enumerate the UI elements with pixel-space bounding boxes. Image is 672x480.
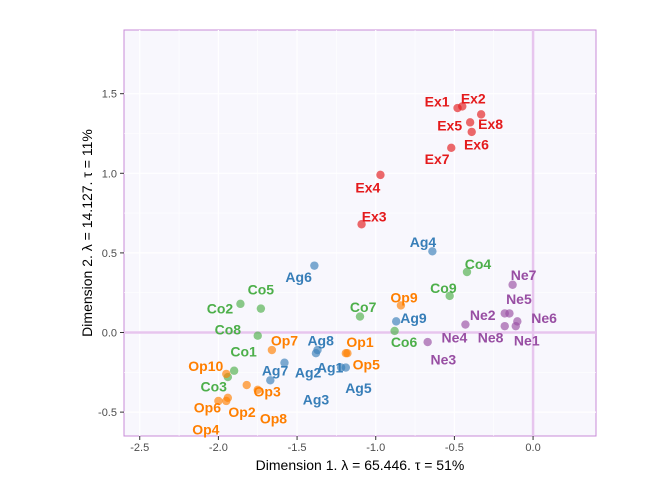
reference-lines bbox=[124, 30, 596, 436]
label-op8: Op8 bbox=[260, 410, 287, 426]
label-op10: Op10 bbox=[188, 358, 223, 374]
label-op7: Op7 bbox=[271, 332, 298, 348]
x-axis-title: Dimension 1. λ = 65.446. τ = 51% bbox=[256, 457, 465, 473]
label-ag2: Ag2 bbox=[295, 364, 322, 380]
label-ag1: Ag1 bbox=[317, 360, 344, 376]
label-ag6: Ag6 bbox=[285, 269, 312, 285]
point-ne4 bbox=[461, 320, 470, 329]
label-ex2: Ex2 bbox=[461, 90, 486, 106]
label-ne7: Ne7 bbox=[511, 267, 537, 283]
x-tick-label: -2.0 bbox=[209, 442, 228, 454]
label-ex4: Ex4 bbox=[355, 180, 380, 196]
label-op1: Op1 bbox=[346, 334, 373, 350]
label-ag7: Ag7 bbox=[262, 363, 289, 379]
label-ex1: Ex1 bbox=[425, 94, 450, 110]
point-ne6 bbox=[513, 317, 522, 326]
point-ne5 bbox=[505, 309, 514, 318]
point-ag8 bbox=[313, 345, 322, 355]
point-ex6 bbox=[467, 127, 476, 137]
point-op9 bbox=[396, 301, 406, 310]
point-ag4 bbox=[428, 247, 437, 256]
point-co6 bbox=[390, 326, 399, 336]
point-ag5 bbox=[341, 363, 351, 372]
point-ag7 bbox=[280, 358, 289, 367]
label-ne5: Ne5 bbox=[506, 291, 532, 307]
point-op5 bbox=[343, 349, 352, 358]
label-op3: Op3 bbox=[254, 383, 281, 399]
point-co8 bbox=[229, 366, 239, 375]
label-ex6: Ex6 bbox=[464, 137, 489, 153]
y-tick-label: 0.5 bbox=[102, 248, 117, 260]
label-ag5: Ag5 bbox=[345, 380, 372, 396]
point-ne7 bbox=[508, 280, 517, 289]
point-ex8 bbox=[476, 110, 486, 119]
label-op9: Op9 bbox=[390, 289, 417, 305]
label-co9: Co9 bbox=[430, 280, 457, 296]
label-co4: Co4 bbox=[465, 256, 492, 272]
point-co5 bbox=[256, 304, 266, 313]
x-tick-label: -2.5 bbox=[130, 442, 149, 454]
label-ex5: Ex5 bbox=[437, 118, 462, 134]
label-ne4: Ne4 bbox=[442, 329, 468, 345]
label-co3: Co3 bbox=[200, 379, 227, 395]
label-ne2: Ne2 bbox=[470, 307, 496, 323]
point-ag9 bbox=[391, 317, 401, 326]
label-co2: Co2 bbox=[207, 301, 234, 317]
label-ne8: Ne8 bbox=[478, 329, 504, 345]
label-op5: Op5 bbox=[353, 356, 380, 372]
x-tick-label: -0.5 bbox=[445, 442, 464, 454]
y-tick-label: 0.0 bbox=[102, 328, 117, 340]
data-points bbox=[214, 102, 522, 406]
point-co7 bbox=[355, 312, 365, 321]
label-ex3: Ex3 bbox=[362, 208, 387, 224]
label-ex8: Ex8 bbox=[478, 116, 503, 132]
point-ag3 bbox=[266, 376, 275, 385]
point-op3 bbox=[242, 380, 251, 390]
x-tick-label: -1.0 bbox=[366, 442, 385, 454]
point-ex7 bbox=[447, 143, 456, 153]
plot-panel bbox=[123, 29, 597, 437]
y-tick-label: -0.5 bbox=[98, 407, 117, 419]
point-ex5 bbox=[465, 118, 475, 127]
x-tick-label: 0.0 bbox=[525, 442, 540, 454]
label-co5: Co5 bbox=[248, 282, 275, 298]
label-op4: Op4 bbox=[192, 422, 219, 438]
point-op6 bbox=[214, 396, 223, 406]
label-ag3: Ag3 bbox=[303, 391, 330, 407]
label-ne1: Ne1 bbox=[514, 332, 540, 348]
label-ne3: Ne3 bbox=[431, 352, 457, 368]
point-op4 bbox=[223, 393, 233, 402]
point-co4 bbox=[462, 267, 472, 277]
point-op8 bbox=[253, 385, 262, 395]
label-ne6: Ne6 bbox=[531, 310, 557, 326]
point-ne8 bbox=[500, 321, 509, 331]
point-co1 bbox=[253, 331, 262, 340]
point-ex3 bbox=[357, 220, 366, 229]
label-co7: Co7 bbox=[350, 299, 377, 315]
axis-ticks: -2.5 -2.0 -1.5 -1.0 -0.5 0.0 -0.5 0.0 0.5 1.0 1.5 bbox=[98, 89, 541, 454]
label-ag4: Ag4 bbox=[410, 234, 437, 250]
point-co9 bbox=[445, 291, 454, 301]
point-ne3 bbox=[423, 337, 432, 347]
y-tick-label: 1.5 bbox=[102, 89, 117, 101]
y-axis-title: Dimension 2. λ = 14.127. τ = 11% bbox=[79, 129, 95, 337]
point-op7 bbox=[267, 345, 277, 355]
y-tick-label: 1.0 bbox=[102, 168, 117, 180]
point-ex2 bbox=[458, 102, 467, 111]
label-ex7: Ex7 bbox=[425, 151, 450, 167]
label-op2: Op2 bbox=[228, 404, 255, 420]
point-ag6 bbox=[310, 261, 319, 270]
label-co8: Co8 bbox=[215, 321, 242, 337]
label-op6: Op6 bbox=[194, 399, 221, 415]
point-co2 bbox=[236, 299, 245, 309]
x-tick-label: -1.5 bbox=[288, 442, 307, 454]
point-op10 bbox=[222, 369, 231, 379]
label-co6: Co6 bbox=[391, 334, 418, 350]
label-ag9: Ag9 bbox=[400, 310, 427, 326]
point-ex4 bbox=[376, 170, 385, 180]
label-co1: Co1 bbox=[230, 344, 257, 360]
label-ag8: Ag8 bbox=[307, 332, 334, 348]
